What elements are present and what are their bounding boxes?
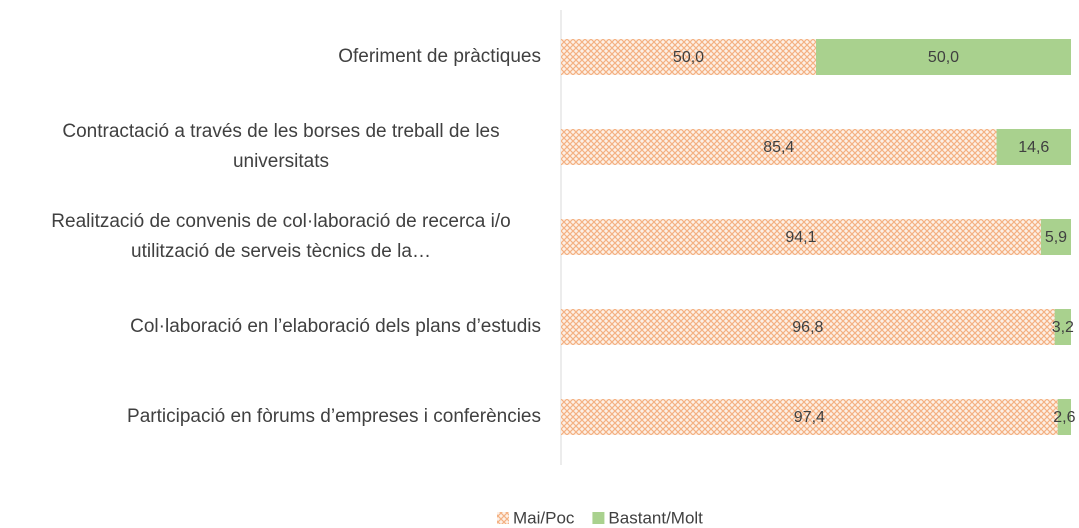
bar-segment xyxy=(1040,219,1071,255)
value-label: 94,1 xyxy=(785,229,816,246)
value-label: 14,6 xyxy=(1018,139,1049,156)
legend-swatch xyxy=(497,512,509,524)
bar-segment xyxy=(561,309,1055,345)
value-label: 96,8 xyxy=(792,319,823,336)
category-label: Oferiment de pràctiques xyxy=(11,42,541,72)
legend-label: Bastant/Molt xyxy=(608,508,703,527)
value-label: 3,2 xyxy=(1052,319,1074,336)
bar-segment xyxy=(561,39,816,75)
value-label: 5,9 xyxy=(1045,229,1067,246)
value-label: 2,6 xyxy=(1053,409,1075,426)
bar-segment xyxy=(996,129,1071,165)
bar-segment xyxy=(561,399,1058,435)
category-label: Realització de convenis de col·laboració… xyxy=(11,207,541,267)
bar-segment xyxy=(1054,309,1071,345)
bar-segment xyxy=(561,129,997,165)
legend-label: Mai/Poc xyxy=(513,508,575,527)
value-label: 50,0 xyxy=(673,49,704,66)
category-text: Oferiment de pràctiques xyxy=(338,46,541,67)
bar-segment xyxy=(561,219,1041,255)
category-text: Contractació a través de les borses de t… xyxy=(62,121,500,172)
value-label: 85,4 xyxy=(763,139,794,156)
category-label: Contractació a través de les borses de t… xyxy=(11,117,541,177)
category-label: Col·laboració en l’elaboració dels plans… xyxy=(11,312,541,342)
value-label: 97,4 xyxy=(794,409,825,426)
value-label: 50,0 xyxy=(928,49,959,66)
category-text: Col·laboració en l’elaboració dels plans… xyxy=(130,316,541,337)
legend-swatch xyxy=(592,512,605,524)
category-label: Participació en fòrums d’empreses i conf… xyxy=(11,402,541,432)
bar-segment xyxy=(1057,399,1071,435)
category-text: Realització de convenis de col·laboració… xyxy=(51,211,511,262)
category-text: Participació en fòrums d’empreses i conf… xyxy=(127,406,541,427)
bar-segment xyxy=(816,39,1071,75)
